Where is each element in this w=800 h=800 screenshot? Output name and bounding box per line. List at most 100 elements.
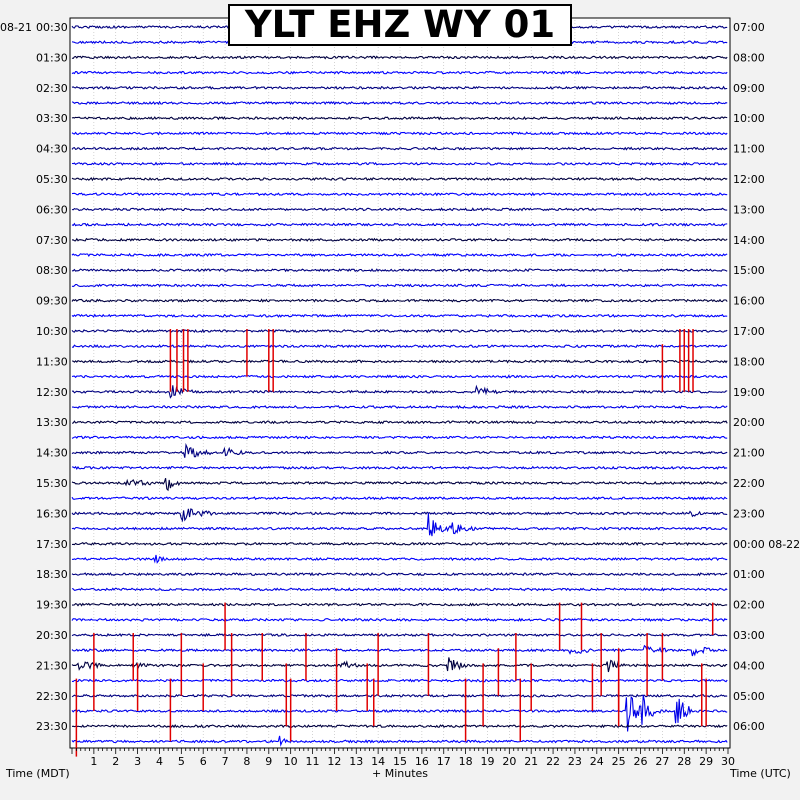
trace-30 bbox=[71, 465, 728, 470]
trace-22 bbox=[71, 344, 728, 349]
left-hour-label: 13:30 bbox=[36, 416, 68, 429]
left-hour-label: 02:30 bbox=[36, 82, 68, 95]
x-tick-label: 16 bbox=[415, 755, 429, 768]
x-axis-label: + Minutes bbox=[372, 767, 428, 780]
right-hour-label: 21:00 bbox=[733, 447, 765, 460]
right-hour-label: 06:00 bbox=[733, 720, 765, 733]
trace-26 bbox=[71, 404, 728, 410]
trace-39 bbox=[72, 602, 728, 607]
right-hour-label: 03:00 bbox=[733, 629, 765, 642]
right-hour-label: 04:00 bbox=[733, 659, 765, 672]
trace-6 bbox=[71, 100, 728, 106]
left-hour-label: 17:30 bbox=[36, 538, 68, 551]
trace-28 bbox=[71, 435, 728, 440]
left-hour-label: 10:30 bbox=[36, 325, 68, 338]
trace-5 bbox=[71, 85, 728, 90]
trace-15 bbox=[71, 237, 728, 242]
right-hour-label: 09:00 bbox=[733, 82, 765, 95]
trace-3 bbox=[71, 55, 728, 60]
trace-16 bbox=[71, 252, 728, 258]
x-tick-label: 22 bbox=[546, 755, 560, 768]
trace-11 bbox=[71, 176, 728, 182]
trace-7 bbox=[71, 116, 728, 121]
x-tick-label: 14 bbox=[371, 755, 385, 768]
trace-33 bbox=[71, 508, 728, 523]
left-hour-label: 07:30 bbox=[36, 234, 68, 247]
trace-34 bbox=[71, 513, 728, 537]
trace-29 bbox=[71, 442, 728, 458]
x-tick-label: 11 bbox=[306, 755, 320, 768]
left-hour-label: 08:30 bbox=[36, 264, 68, 277]
right-hour-label: 14:00 bbox=[733, 234, 765, 247]
x-tick-label: 8 bbox=[243, 755, 250, 768]
right-hour-label: 02:00 bbox=[733, 599, 765, 612]
left-hour-label: 03:30 bbox=[36, 112, 68, 125]
x-tick-label: 27 bbox=[655, 755, 669, 768]
x-tick-label: 3 bbox=[134, 755, 141, 768]
left-hour-label: 16:30 bbox=[36, 507, 68, 520]
left-hour-label: 23:30 bbox=[36, 720, 68, 733]
clipped-signals bbox=[75, 329, 714, 757]
trace-23 bbox=[71, 359, 728, 364]
trace-13 bbox=[71, 207, 728, 212]
x-tick-label: 13 bbox=[349, 755, 363, 768]
left-hour-label: 09:30 bbox=[36, 295, 68, 308]
x-tick-label: 26 bbox=[634, 755, 648, 768]
x-tick-label: 9 bbox=[265, 755, 272, 768]
x-tick-label: 23 bbox=[568, 755, 582, 768]
left-hour-label: 01:30 bbox=[36, 51, 68, 64]
trace-32 bbox=[71, 495, 728, 501]
left-hour-label: 12:30 bbox=[36, 386, 68, 399]
trace-25 bbox=[71, 384, 728, 399]
trace-10 bbox=[71, 161, 728, 166]
left-hour-label: 21:30 bbox=[36, 659, 68, 672]
right-hour-label: 15:00 bbox=[733, 264, 765, 277]
x-tick-label: 24 bbox=[590, 755, 604, 768]
x-tick-label: 18 bbox=[459, 755, 473, 768]
left-hour-label: 14:30 bbox=[36, 447, 68, 460]
left-hour-label: 04:30 bbox=[36, 143, 68, 156]
x-tick-label: 15 bbox=[393, 755, 407, 768]
x-tick-label: 4 bbox=[156, 755, 163, 768]
left-hour-label: 06:30 bbox=[36, 203, 68, 216]
trace-19 bbox=[71, 298, 728, 303]
x-tick-label: 2 bbox=[112, 755, 119, 768]
trace-17 bbox=[72, 268, 728, 273]
right-hour-label: 16:00 bbox=[733, 295, 765, 308]
x-tick-label: 10 bbox=[284, 755, 298, 768]
x-tick-label: 19 bbox=[480, 755, 494, 768]
x-tick-label: 1 bbox=[90, 755, 97, 768]
trace-14 bbox=[71, 222, 728, 227]
trace-9 bbox=[71, 146, 728, 151]
trace-48 bbox=[71, 735, 728, 747]
right-hour-label: 08:00 bbox=[733, 51, 765, 64]
right-hour-label: 17:00 bbox=[733, 325, 765, 338]
left-hour-label: 19:30 bbox=[36, 599, 68, 612]
x-tick-label: 29 bbox=[699, 755, 713, 768]
left-hour-label: 00:30 bbox=[36, 21, 68, 34]
x-tick-label: 21 bbox=[524, 755, 538, 768]
x-tick-label: 25 bbox=[612, 755, 626, 768]
left-hour-label: 20:30 bbox=[36, 629, 68, 642]
trace-18 bbox=[71, 283, 728, 288]
trace-4 bbox=[71, 70, 728, 75]
left-hour-label: 05:30 bbox=[36, 173, 68, 186]
trace-38 bbox=[71, 587, 728, 592]
right-hour-label: 23:00 bbox=[733, 507, 765, 520]
x-tick-label: 5 bbox=[178, 755, 185, 768]
trace-35 bbox=[71, 541, 728, 546]
right-hour-label: 20:00 bbox=[733, 416, 765, 429]
trace-12 bbox=[71, 191, 728, 197]
right-axis-label: Time (UTC) bbox=[729, 767, 791, 780]
left-hour-label: 11:30 bbox=[36, 355, 68, 368]
right-hour-label: 13:00 bbox=[733, 203, 765, 216]
trace-24 bbox=[71, 374, 728, 379]
right-hour-label: 05:00 bbox=[733, 690, 765, 703]
trace-8 bbox=[71, 131, 728, 136]
right-hour-label: 07:00 bbox=[733, 21, 765, 34]
left-date-label: 08-21 bbox=[0, 21, 32, 34]
trace-40 bbox=[71, 617, 728, 622]
trace-27 bbox=[71, 420, 728, 425]
left-hour-labels: 00:30 01:30 02:30 03:30 04:30 05:30 06:30 07:30… bbox=[36, 21, 68, 733]
right-hour-label: 22:00 bbox=[733, 477, 765, 490]
